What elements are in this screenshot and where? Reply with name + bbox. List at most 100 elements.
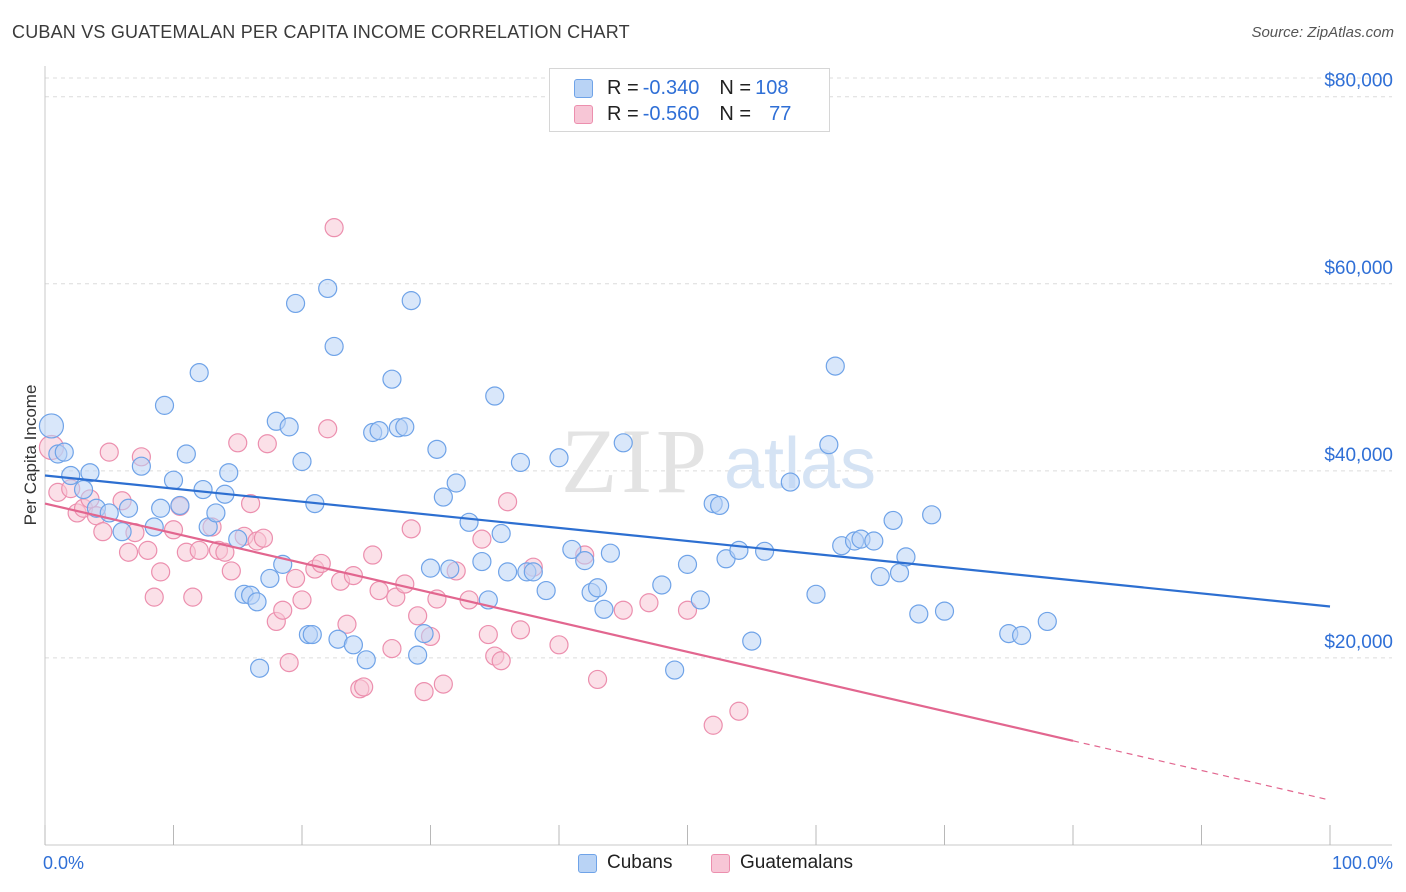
cubans-point	[54, 442, 74, 462]
cubans-legend-swatch	[578, 853, 597, 873]
y-tick-label: $20,000	[1324, 632, 1393, 653]
guatemalans-point	[273, 600, 293, 620]
watermark: ZIP atlas	[561, 410, 876, 512]
cubans-point	[909, 604, 929, 624]
guatemalans-point	[144, 587, 164, 607]
cubans-legend-label: Cubans	[607, 852, 673, 873]
cubans-point	[285, 293, 306, 314]
cubans-point	[446, 473, 466, 493]
guatemalans-point	[478, 624, 498, 645]
legend-r-value: -0.560	[642, 102, 700, 125]
cubans-point	[228, 529, 248, 549]
guatemalans-point	[401, 519, 421, 539]
cubans-point	[780, 472, 800, 492]
cubans-trend-line	[44, 474, 1331, 608]
cubans-point	[754, 541, 775, 561]
cubans-point	[562, 539, 582, 560]
guatemalans-point	[93, 522, 113, 542]
guatemalans-legend-swatch	[711, 853, 730, 873]
cubans-point	[249, 658, 270, 678]
grid-lines	[45, 77, 1392, 659]
cubans-point	[536, 580, 556, 601]
watermark-atlas: atlas	[724, 424, 876, 504]
cubans-point	[575, 551, 595, 571]
guatemalans-point	[221, 561, 241, 581]
cubans-point	[73, 479, 94, 500]
guatemalans-trend-line	[44, 502, 1074, 742]
cubans-point	[193, 479, 213, 500]
guatemalans-point	[324, 218, 344, 238]
cubans-point	[485, 386, 505, 406]
cubans-point	[806, 584, 826, 604]
cubans-point	[131, 456, 151, 476]
guatemalans-point	[285, 568, 306, 589]
cubans-point	[112, 522, 132, 542]
y-tick-label: $60,000	[1324, 258, 1393, 279]
cubans-point	[870, 566, 890, 587]
cubans-point	[401, 291, 421, 311]
cubans-point	[825, 356, 845, 376]
cubans-point	[729, 540, 749, 560]
guatemalans-point	[613, 600, 633, 620]
cubans-point	[433, 487, 453, 507]
cubans-point	[549, 448, 569, 468]
cubans-point	[247, 592, 267, 612]
cubans-point	[652, 575, 672, 595]
guatemalans-point	[151, 562, 171, 582]
guatemalans-point	[138, 540, 158, 560]
cubans-point	[510, 452, 531, 473]
cubans-point	[163, 470, 184, 490]
cubans-points	[38, 278, 1057, 680]
trend-lines	[44, 474, 1331, 801]
axis-labels: $20,000 $40,000 $60,000 $80,000 0.0% 100.0%	[43, 71, 1393, 873]
cubans-point	[472, 551, 492, 572]
cubans-point	[38, 413, 65, 439]
bottom-legend-cubans: Cubans	[578, 852, 673, 874]
chart-title: CUBAN VS GUATEMALAN PER CAPITA INCOME CO…	[12, 22, 630, 42]
watermark-zip: ZIP	[561, 410, 711, 512]
guatemalans-point	[337, 614, 357, 634]
x-tick-label: 100.0%	[1332, 853, 1393, 873]
cubans-point	[324, 336, 344, 357]
guatemalans-point	[491, 651, 511, 671]
guatemalans-point	[189, 540, 209, 560]
cubans-point	[189, 363, 209, 383]
cubans-point	[170, 495, 190, 516]
cubans-point	[594, 599, 614, 619]
guatemalans-point	[318, 419, 338, 439]
guatemalans-point	[279, 653, 299, 673]
guatemalans-point	[363, 545, 383, 565]
guatemalans-point	[414, 681, 434, 702]
legend-r-value: -0.340	[642, 76, 700, 99]
guatemalans-point	[228, 433, 248, 453]
cubans-point	[318, 278, 338, 299]
cubans-point	[154, 395, 175, 415]
guatemalans-point	[292, 590, 312, 610]
guatemalans-point	[433, 674, 453, 694]
bottom-legend-guatemalans: Guatemalans	[711, 852, 853, 874]
legend-n-label: N =	[719, 102, 752, 125]
cubans-point	[1037, 611, 1057, 632]
guatemalans-point	[729, 701, 749, 721]
cubans-point	[206, 503, 226, 523]
cubans-point	[118, 498, 139, 518]
guatemalans-point	[99, 442, 119, 462]
guatemalans-point	[253, 528, 274, 548]
guatemalans-point	[703, 715, 723, 735]
cubans-point	[600, 543, 621, 563]
guatemalans-point	[369, 580, 389, 601]
cubans-point	[896, 547, 916, 567]
cubans-point	[279, 417, 299, 437]
legend-n-value: 77	[769, 102, 792, 125]
cubans-point	[613, 433, 633, 453]
cubans-point	[883, 510, 903, 531]
guatemalans-point	[386, 587, 406, 607]
guatemalans-point	[215, 542, 235, 562]
guatemalans-point	[183, 587, 203, 607]
cubans-point	[369, 421, 389, 441]
correlation-legend: R = -0.340 N = 108 R = -0.560 N = 77	[549, 68, 830, 132]
cubans-point	[587, 578, 608, 598]
guatemalans-swatch	[574, 104, 593, 124]
guatemalans-point	[510, 620, 531, 640]
